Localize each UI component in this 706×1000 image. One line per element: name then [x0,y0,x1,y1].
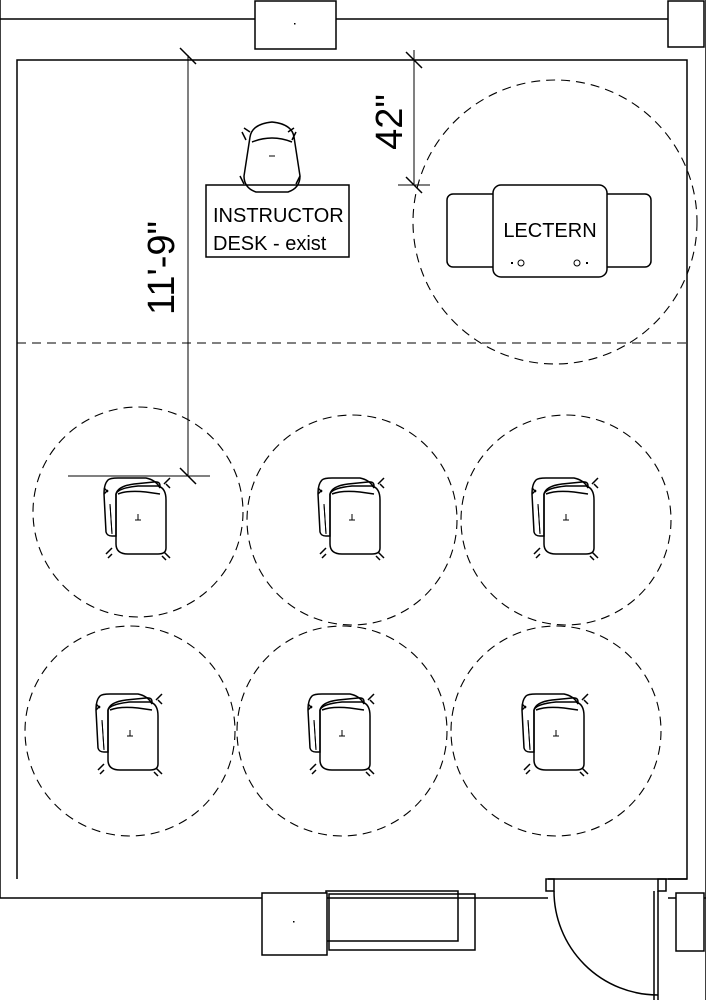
column-top-left [254,0,337,50]
student-seat-2[interactable] [246,414,458,626]
lectern-label: LECTERN [503,220,596,242]
instructor-chair[interactable] [239,121,301,193]
student-seat-5[interactable] [236,625,448,837]
student-seat-4[interactable] [24,625,236,837]
column-bottom [261,890,476,956]
dimension-desk-to-zone: 11'-9" [68,47,210,485]
column-bottom-right [675,892,705,952]
dimension-label-42: 42" [369,94,411,150]
instructor-desk-label-line1: INSTRUCTOR [213,205,344,227]
dimension-lectern-offset: 42" [369,50,430,194]
door[interactable] [545,878,667,1000]
student-seat-6[interactable] [450,625,662,837]
instructor-desk-label-line2: DESK - exist [213,233,327,255]
lectern[interactable]: LECTERN [412,79,698,365]
student-seat-3[interactable] [460,414,672,626]
column-top-right [667,0,705,48]
instructor-desk[interactable]: INSTRUCTOR DESK - exist [205,184,350,258]
dimension-label-11-9: 11'-9" [141,221,183,315]
student-seat-1[interactable] [32,406,244,618]
